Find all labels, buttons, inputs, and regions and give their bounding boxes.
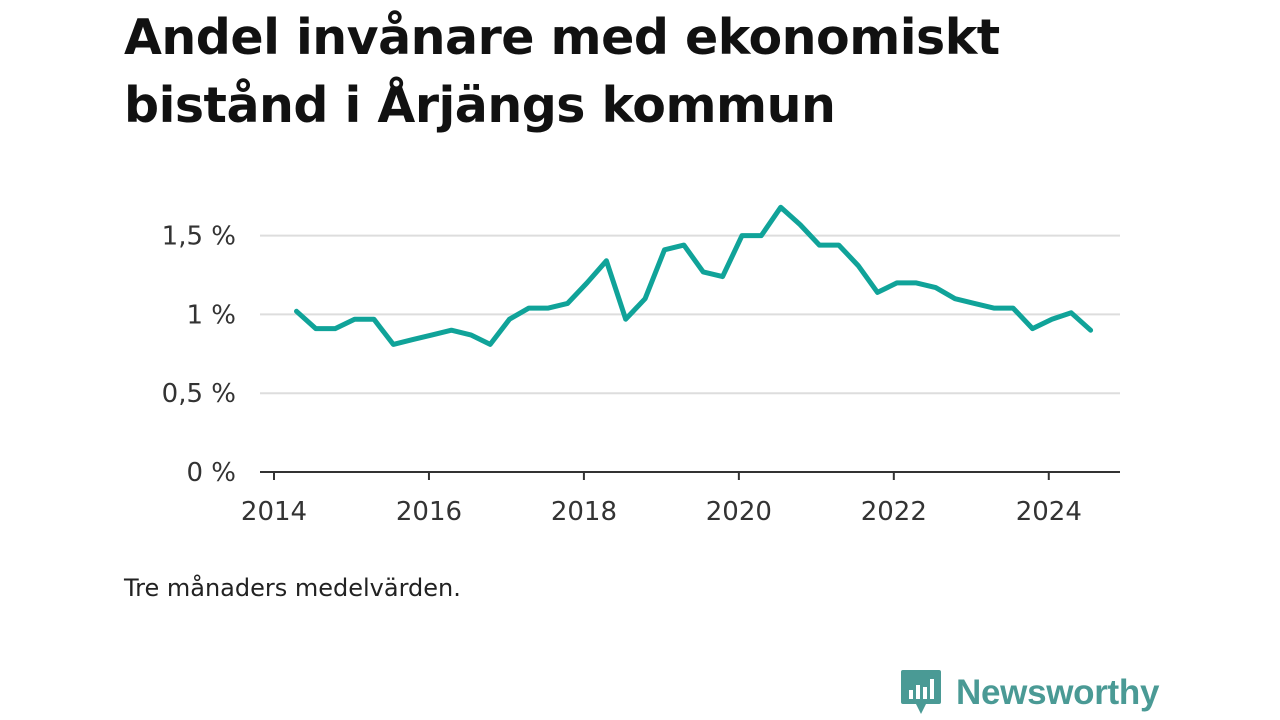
series-layer: [294, 204, 1094, 347]
x-tick-label: 2018: [551, 497, 617, 527]
x-tick-label: 2014: [241, 497, 307, 527]
grid-lines: [260, 234, 1120, 395]
series-line: [294, 204, 1094, 347]
brand-logo[interactable]: Newsworthy: [900, 668, 1159, 718]
y-axis-labels: 0 % 0,5 % 1 % 1,5 %: [162, 222, 236, 488]
brand-name: Newsworthy: [956, 673, 1160, 712]
y-tick-label: 0 %: [186, 458, 236, 488]
chart-note: Tre månaders medelvärden.: [124, 574, 461, 602]
x-axis: [260, 471, 1120, 480]
chart-title: Andel invånare med ekonomiskt bistånd i …: [124, 9, 1000, 134]
newsworthy-logo-icon: [901, 670, 941, 714]
x-tick-label: 2022: [861, 497, 927, 527]
y-tick-label: 1,5 %: [162, 222, 236, 252]
x-tick-label: 2024: [1016, 497, 1082, 527]
x-tick-label: 2016: [396, 497, 462, 527]
x-tick-label: 2020: [706, 497, 772, 527]
y-tick-label: 1 %: [186, 300, 236, 330]
y-tick-label: 0,5 %: [162, 379, 236, 409]
x-axis-labels: 2014 2016 2018 2020 2022 2024: [241, 497, 1082, 527]
